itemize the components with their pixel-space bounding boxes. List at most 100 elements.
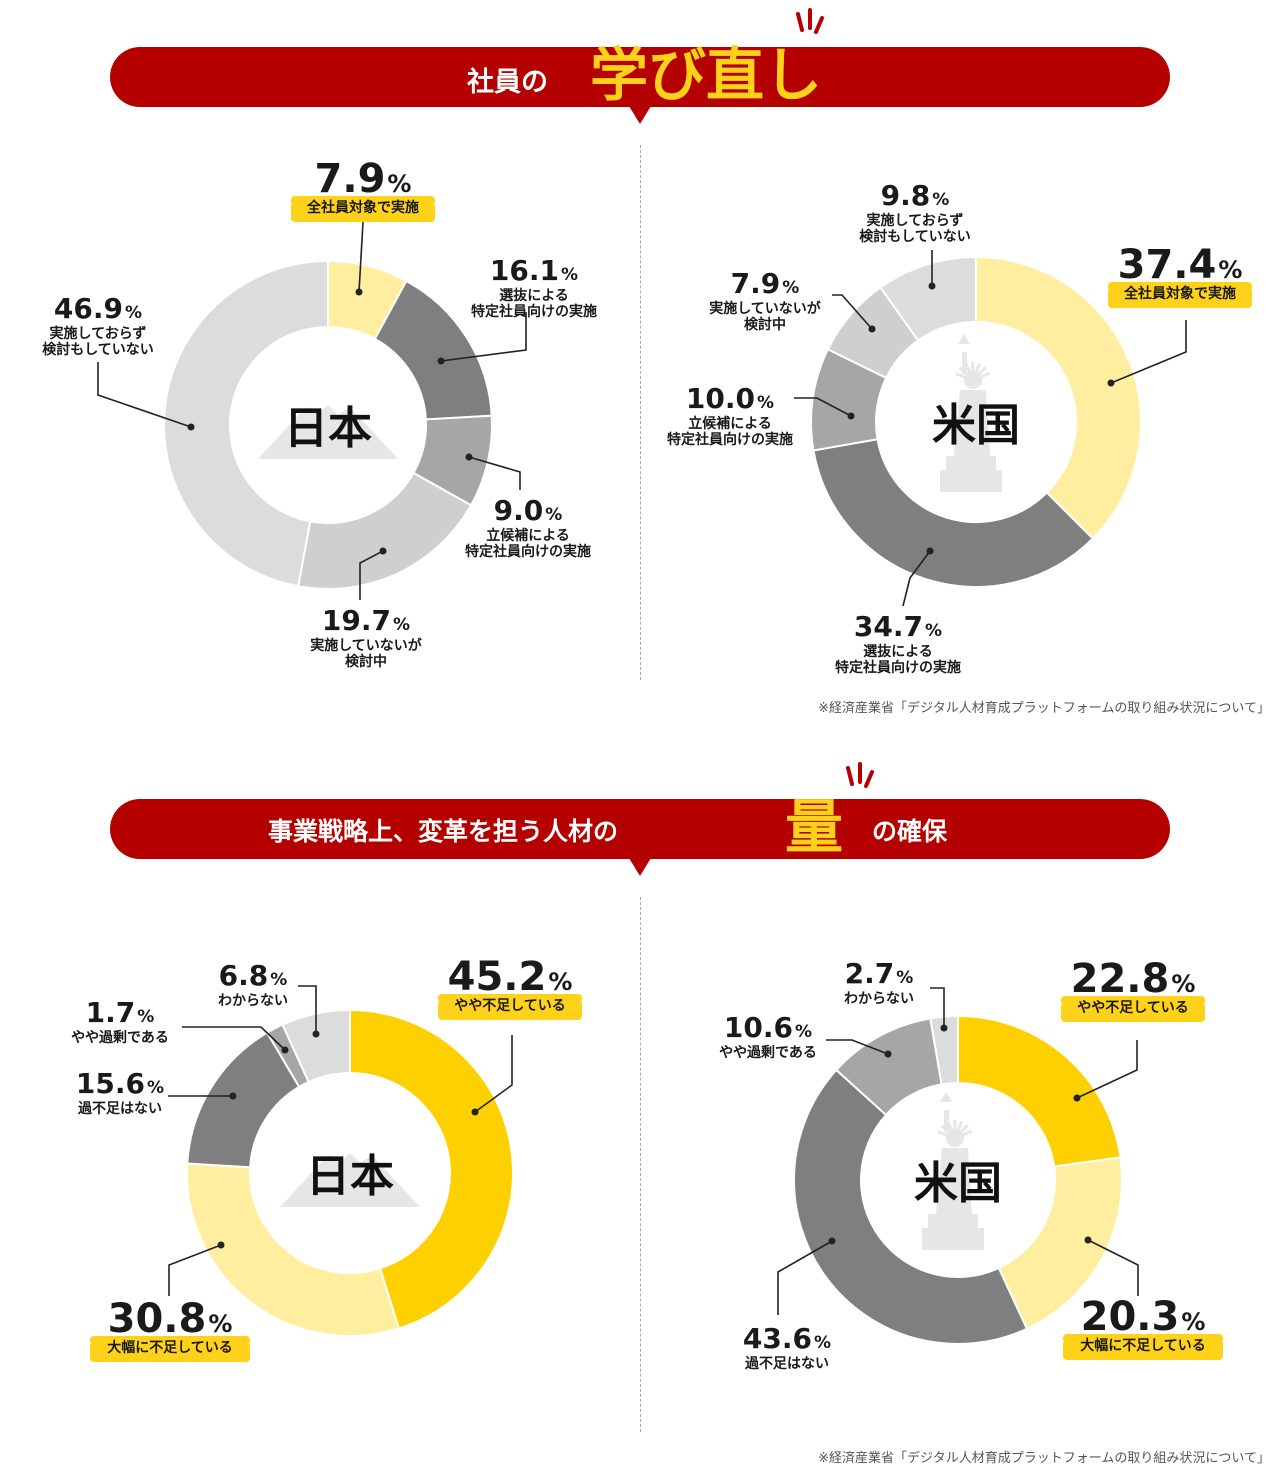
category-label: 全社員対象で実施: [306, 199, 419, 216]
slice-2-5: [879, 255, 977, 342]
data-value-label: 34.7%: [854, 610, 942, 643]
data-value-label: 30.8%: [108, 1296, 233, 1342]
leader-dot: [1107, 379, 1115, 387]
category-label: 検討もしていない: [859, 228, 971, 245]
leader-dot: [437, 357, 445, 365]
leader-dot: [471, 1108, 479, 1116]
category-label: 立候補による: [486, 527, 570, 544]
leader-line: [97, 362, 192, 428]
leader-dot: [355, 288, 363, 296]
data-value-label: 15.6%: [76, 1067, 164, 1100]
category-label: 特定社員向けの実施: [835, 659, 961, 676]
center-label: 米国: [932, 400, 1020, 451]
category-label: 特定社員向けの実施: [667, 431, 793, 448]
section2-banner: [110, 799, 1170, 859]
category-label: 選抜による: [863, 643, 933, 660]
leader-line: [168, 1244, 222, 1296]
statue-of-liberty-shape: [922, 1092, 984, 1250]
category-label: 特定社員向けの実施: [471, 303, 597, 320]
data-value-label: 9.8%: [881, 179, 950, 212]
leader-dot: [1073, 1094, 1081, 1102]
leader-line: [777, 1240, 833, 1315]
category-label: 過不足はない: [77, 1101, 162, 1117]
leader-line: [1087, 1239, 1139, 1296]
section1-divider: [640, 145, 641, 680]
slice-1-5: [163, 259, 329, 588]
category-label: やや過剰である: [71, 1029, 169, 1046]
leader-dot: [884, 1050, 892, 1058]
leader-line: [359, 550, 384, 600]
section1-title-highlight: 学び直し: [590, 41, 823, 109]
emphasis-marks-icon: [846, 762, 874, 788]
data-value-label: 6.8%: [219, 959, 288, 992]
category-label: 実施しておらず: [50, 325, 147, 342]
slice-1-4: [296, 471, 473, 590]
leader-line: [832, 294, 873, 330]
category-label: 実施していないが: [310, 637, 423, 654]
data-value-label: 22.8%: [1071, 956, 1196, 1002]
category-label: 実施していないが: [709, 300, 822, 317]
leader-dot: [465, 453, 473, 461]
statue-of-liberty-shape: [940, 334, 1002, 492]
category-label: 検討中: [345, 653, 387, 670]
slice-4-3: [793, 1068, 1029, 1345]
center-label: 日本: [284, 403, 372, 454]
leader-line: [794, 397, 852, 417]
category-label: やや過剰である: [719, 1044, 817, 1061]
leader-dot: [217, 1241, 225, 1249]
data-value-label: 2.7%: [845, 957, 914, 990]
leader-dot: [187, 423, 195, 431]
leader-line: [358, 221, 364, 293]
data-value-label: 10.6%: [724, 1011, 812, 1044]
category-label: 全社員対象で実施: [1123, 285, 1236, 302]
data-value-label: 1.7%: [86, 996, 155, 1029]
category-label: 特定社員向けの実施: [465, 543, 591, 560]
label-highlight-bar: [1061, 1002, 1205, 1022]
label-highlight-bar: [1063, 1340, 1223, 1360]
category-label: 選抜による: [499, 287, 569, 304]
category-label: 大幅に不足している: [107, 1339, 233, 1356]
data-value-label: 37.4%: [1118, 242, 1243, 288]
section1-source-note: ※経済産業省「デジタル人材育成プラットフォームの取り組み状況について」: [818, 701, 1270, 716]
section2-title-prefix: 事業戦略上、変革を担う人材の: [268, 817, 619, 846]
leader-dot: [847, 412, 855, 420]
data-value-label: 7.9%: [731, 267, 800, 300]
leader-line: [1110, 320, 1187, 384]
slice-2-2: [812, 438, 1095, 588]
slice-4-5: [929, 1014, 959, 1086]
slice-3-1: [349, 1008, 514, 1330]
section1-title-prefix: 社員の: [467, 67, 548, 98]
label-highlight-bar: [1108, 288, 1252, 308]
leader-dot: [868, 325, 876, 333]
leader-dot: [379, 547, 387, 555]
category-label: 過不足はない: [744, 1356, 829, 1372]
section2-divider: [640, 897, 641, 1432]
mount-fuji-shape: [280, 1153, 420, 1207]
donut-chart-4: 米国 22.8%やや不足している 20.3%大幅に不足している 43.6 %過不足はない…: [719, 956, 1223, 1372]
leader-dot: [940, 1024, 948, 1032]
leader-dot: [828, 1237, 836, 1245]
data-value-label: 16.1%: [490, 254, 578, 287]
category-label: 立候補による: [688, 415, 772, 432]
data-value-label: 20.3%: [1081, 1294, 1206, 1340]
data-value-label: 43.6%: [743, 1322, 831, 1355]
donut-chart-3: 日本 45.2%やや不足している 30.8%大幅に不足している 15.6 %過不足はない…: [71, 954, 582, 1362]
data-value-label: 46.9%: [54, 292, 142, 325]
category-label: わからない: [218, 993, 288, 1009]
label-highlight-bar: [291, 202, 435, 222]
slice-4-1: [957, 1014, 1122, 1168]
data-value-label: 10.0%: [686, 382, 774, 415]
leader-line: [930, 987, 945, 1028]
leader-dot: [928, 282, 936, 290]
leader-line: [182, 1026, 286, 1051]
emphasis-marks-icon: [796, 8, 824, 34]
section2-title-suffix: の確保: [872, 817, 948, 846]
leader-dot: [1084, 1236, 1092, 1244]
category-label: 検討中: [744, 316, 786, 333]
slice-3-5: [281, 1008, 351, 1084]
center-label: 米国: [914, 1158, 1002, 1209]
data-value-label: 9.0%: [494, 494, 563, 527]
section2-title-highlight: 量: [785, 793, 844, 861]
